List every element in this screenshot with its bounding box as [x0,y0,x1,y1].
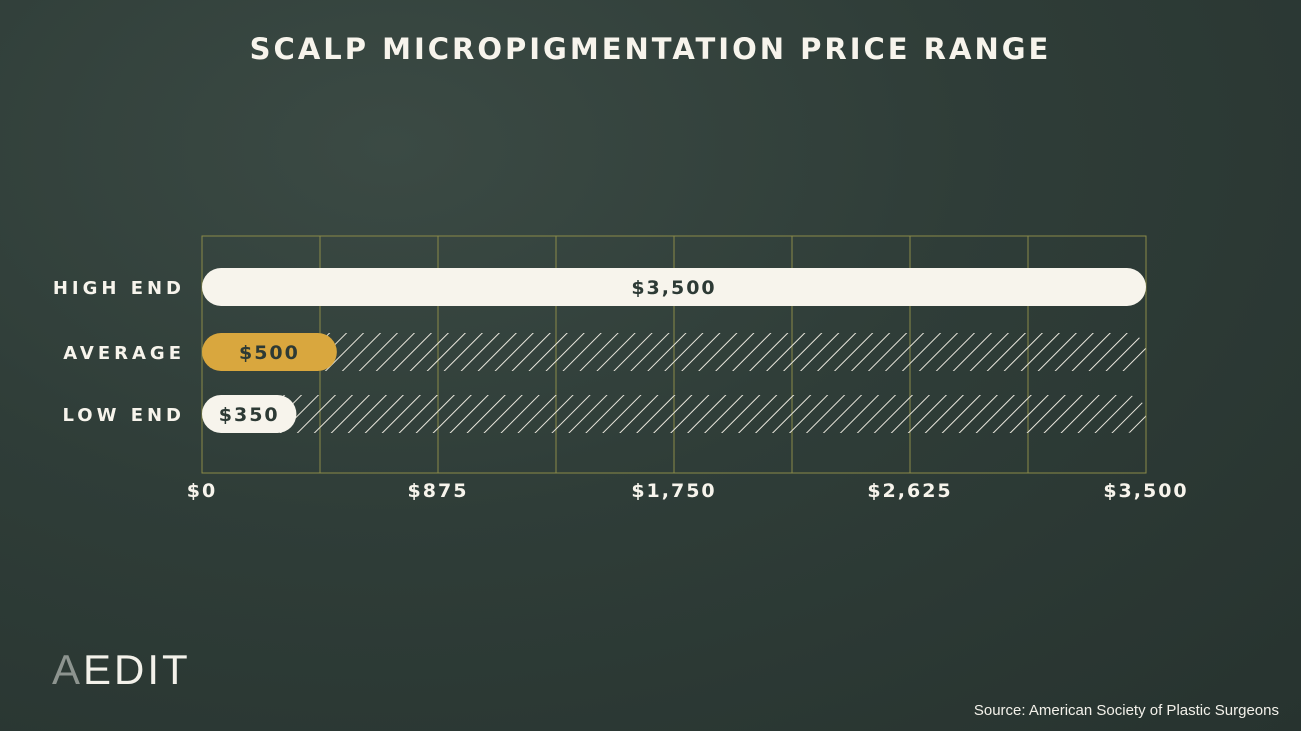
bar-remainder-hatch [202,333,1146,371]
category-label: AVERAGE [63,343,185,364]
x-tick-label: $875 [408,480,469,502]
aedit-logo: AEDIT [52,646,191,694]
bar-value-label: $350 [219,404,280,426]
bars [202,268,1146,433]
bar-value-label: $3,500 [631,277,716,299]
bar [202,333,337,371]
labels: $0 $875 $1,750 $2,625 $3,500 HIGH END $3,500 AV… [53,277,1188,502]
source-note: Source: American Society of Plastic Surg… [973,702,1279,719]
bar-remainder-hatch [202,395,1146,433]
category-label: LOW END [62,405,185,426]
bar [202,395,297,433]
logo-letters: EDIT [83,646,191,693]
x-tick-label: $3,500 [1103,480,1188,502]
x-tick-label: $2,625 [867,480,952,502]
bar [202,268,1146,306]
bar-value-label: $500 [239,342,300,364]
x-tick-label: $0 [187,480,217,502]
category-label: HIGH END [53,278,185,299]
chart-title: SCALP MICROPIGMENTATION PRICE RANGE [249,32,1052,66]
logo-letter-a: A [52,646,84,693]
x-tick-label: $1,750 [631,480,716,502]
